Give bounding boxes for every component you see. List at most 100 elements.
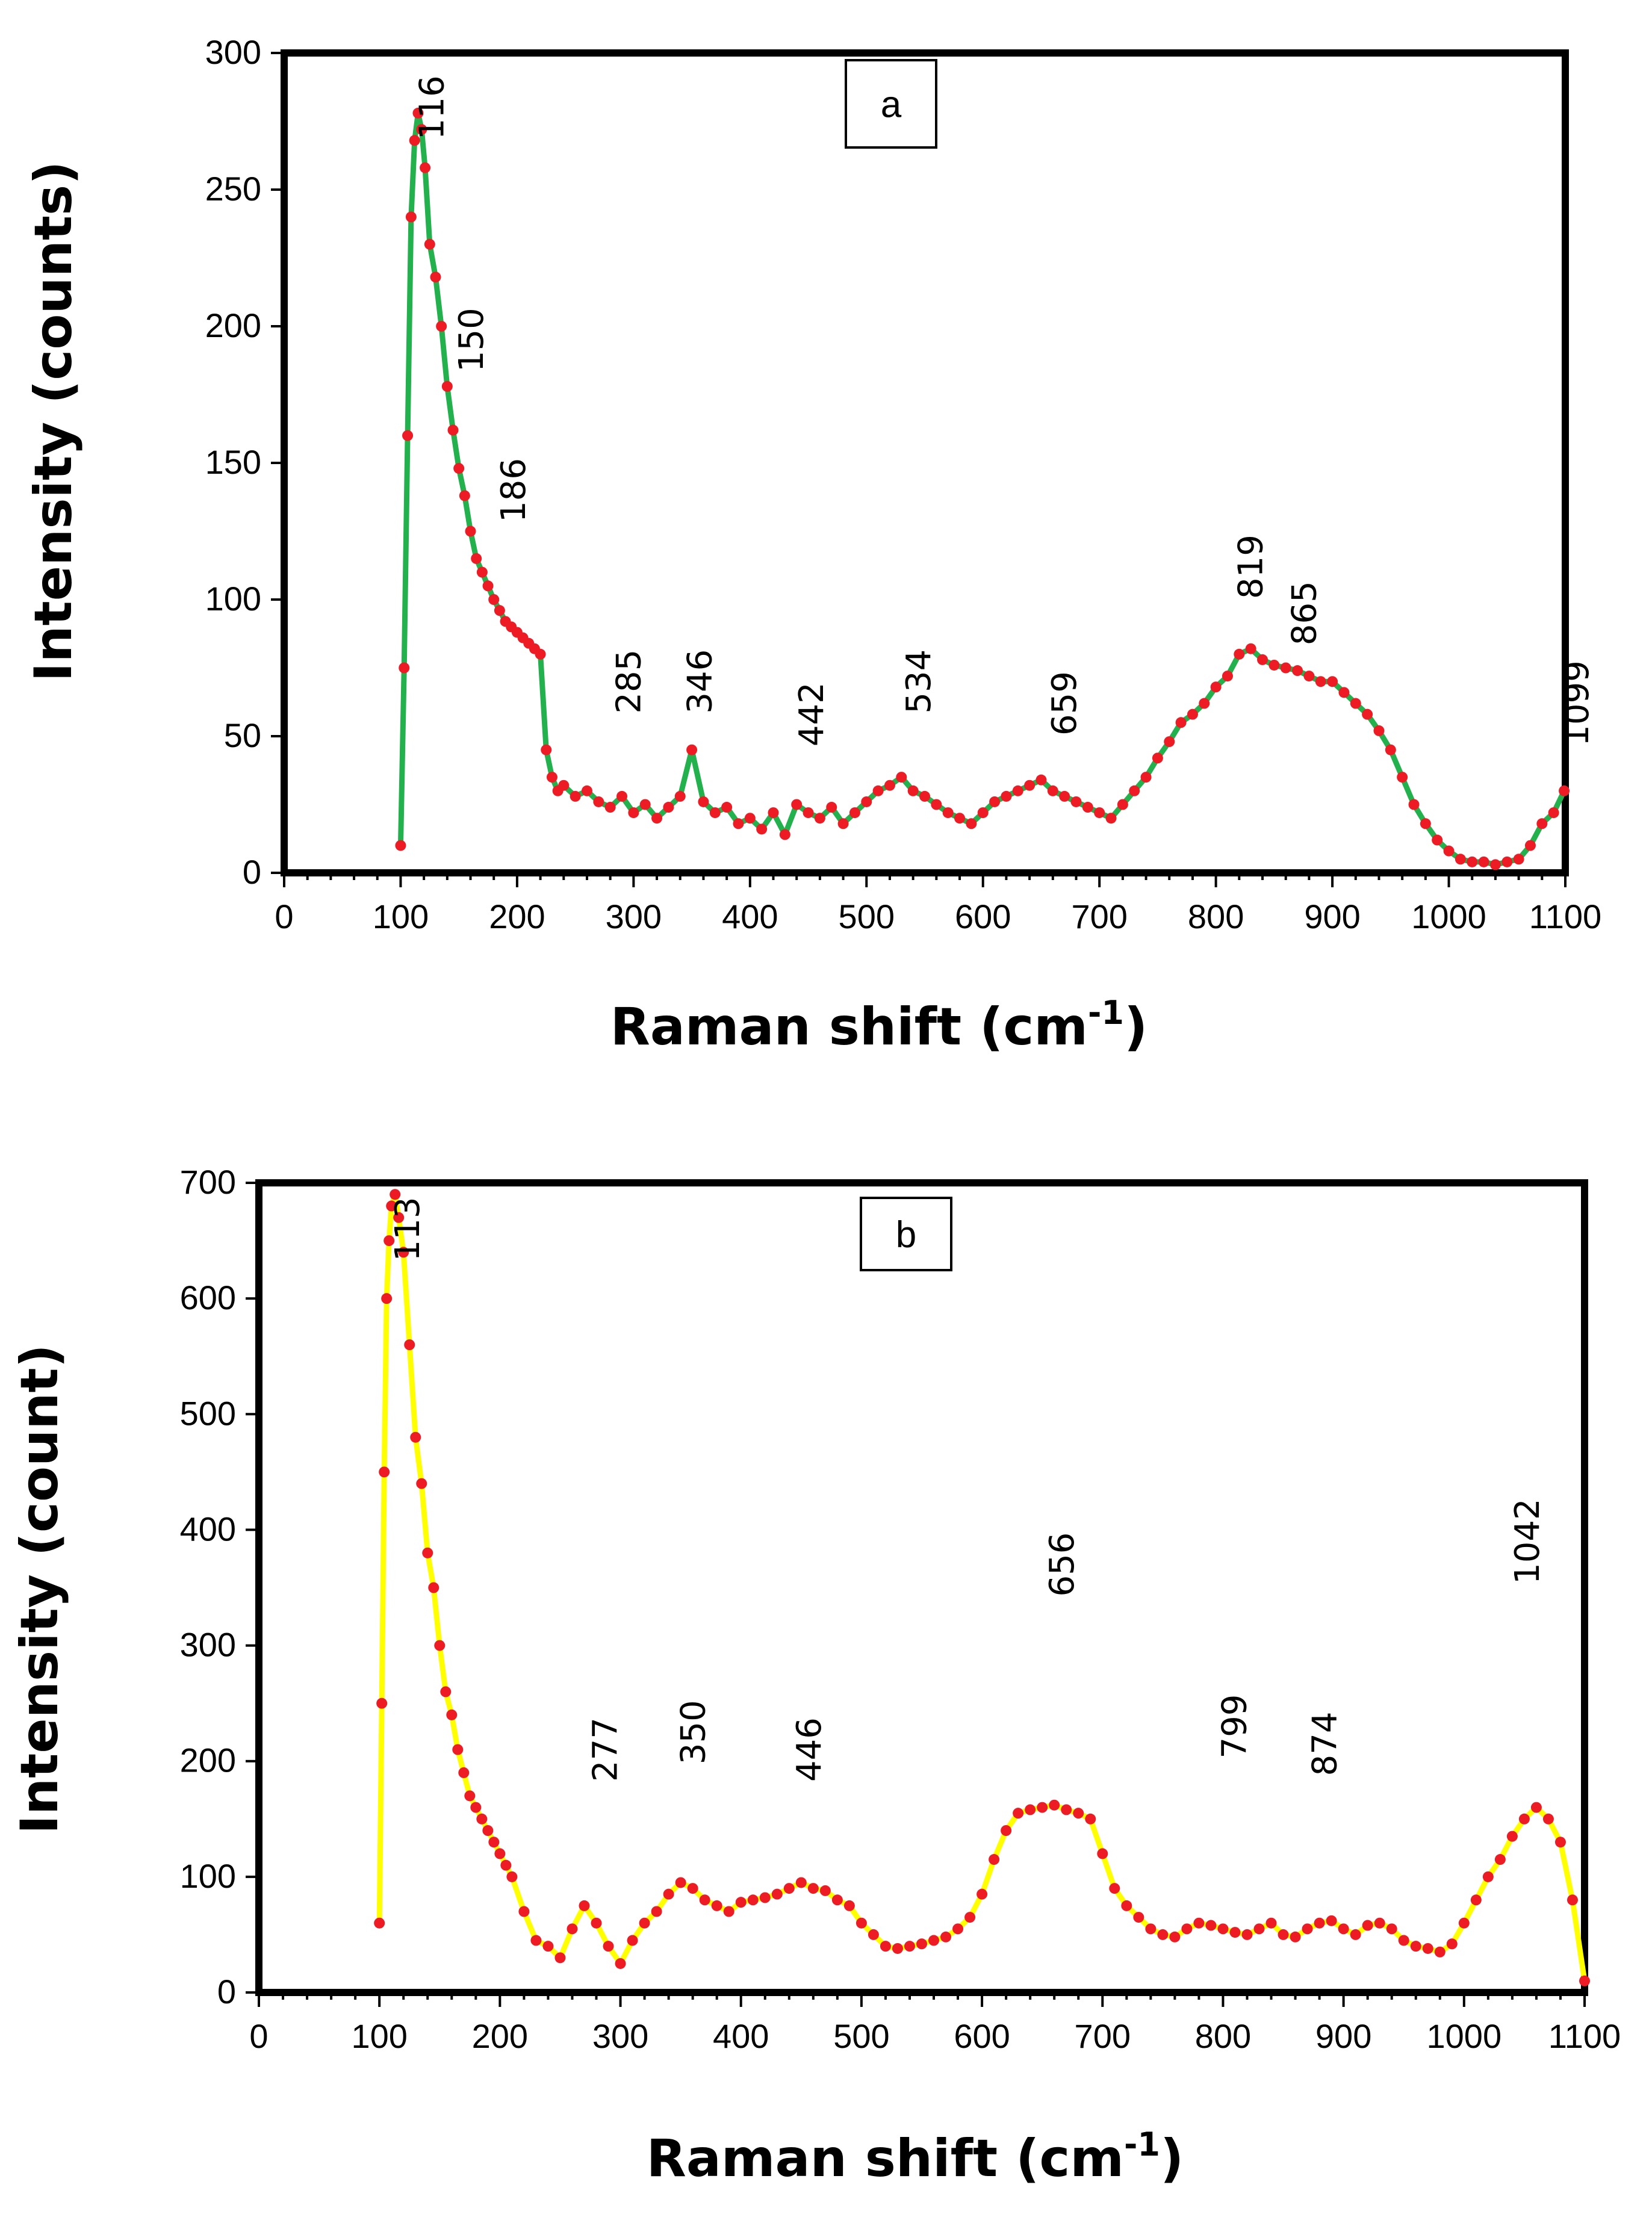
x-tick-label: 0 (249, 2017, 268, 2055)
data-point (892, 1943, 903, 1954)
data-point (861, 796, 872, 807)
data-point (412, 107, 424, 119)
data-point (591, 1917, 602, 1929)
data-point (379, 1466, 390, 1478)
data-point (1187, 709, 1198, 720)
x-tick-label: 600 (955, 898, 1011, 935)
data-point (500, 1859, 512, 1871)
plot-frame (281, 49, 1569, 876)
y-tick-label: 150 (205, 443, 261, 481)
data-point (1280, 662, 1291, 674)
data-point (904, 1941, 915, 1952)
data-point (1175, 717, 1187, 728)
data-point (1524, 840, 1536, 851)
data-point (1049, 1799, 1060, 1811)
data-point (386, 1200, 397, 1212)
data-point (1133, 1912, 1144, 1923)
data-point (488, 594, 500, 605)
data-point (376, 1698, 388, 1709)
chart-panel-b: 0 100 200 300 400 500 600 700 0 100 200 300 400 500 60… (0, 1108, 1652, 2217)
x-tick-label: 800 (1195, 2017, 1251, 2055)
data-point (447, 424, 459, 436)
data-point (1229, 1927, 1241, 1938)
data-point (779, 829, 790, 840)
data-point (1386, 1923, 1397, 1935)
x-tick-label: 100 (373, 898, 429, 935)
data-point (1494, 1854, 1506, 1865)
data-point (744, 813, 756, 824)
data-point (1478, 856, 1489, 867)
data-point (1455, 854, 1466, 865)
data-point (721, 802, 733, 813)
data-point (687, 1883, 698, 1894)
data-point (616, 790, 628, 802)
data-point (1567, 1894, 1578, 1906)
data-point (374, 1917, 385, 1929)
data-point (1397, 772, 1408, 783)
peak-label: 656 (1043, 1533, 1082, 1597)
peak-label: 446 (790, 1717, 829, 1782)
data-point (1036, 774, 1047, 786)
peak-label: 874 (1306, 1711, 1345, 1776)
data-point (471, 553, 482, 564)
data-point (627, 1935, 638, 1946)
data-point (535, 648, 546, 660)
data-point (453, 463, 465, 474)
data-point (1443, 845, 1455, 857)
data-point (1536, 818, 1548, 829)
data-point (884, 780, 895, 791)
data-point (482, 1825, 494, 1836)
data-point (428, 1582, 439, 1593)
data-point (1408, 799, 1420, 810)
data-point (434, 1640, 446, 1651)
data-point (604, 802, 616, 813)
data-point (381, 1293, 393, 1304)
data-point (1210, 681, 1222, 693)
data-point (1234, 648, 1245, 660)
data-point (430, 271, 441, 283)
data-point (1097, 1848, 1108, 1859)
data-point (1129, 785, 1140, 796)
data-point (603, 1941, 614, 1952)
peak-label: 799 (1215, 1695, 1254, 1759)
data-point (416, 124, 427, 135)
data-point (482, 580, 494, 592)
data-point (488, 1837, 500, 1848)
data-point (942, 807, 954, 819)
data-point (546, 772, 557, 783)
panel-label: a (881, 84, 902, 126)
data-point (1257, 654, 1268, 665)
data-point (1326, 1915, 1337, 1926)
data-point (1012, 785, 1023, 796)
data-point (675, 1877, 686, 1888)
series-line (376, 1191, 1588, 1982)
data-point (422, 1547, 433, 1558)
data-point (446, 1709, 458, 1720)
data-point (686, 744, 698, 755)
data-point (723, 1906, 734, 1917)
data-point (470, 1802, 482, 1813)
plot-frame (255, 1179, 1588, 1996)
data-point (954, 813, 966, 824)
x-tick-label: 500 (833, 2017, 889, 2055)
panel-label: b (896, 1214, 916, 1256)
data-point (384, 1235, 395, 1247)
panel-label-box (860, 1197, 952, 1271)
peak-label: 442 (792, 682, 831, 746)
data-point (1338, 687, 1350, 698)
peak-label: 1099 (1557, 660, 1597, 746)
chart-panel-a: 0 50 100 150 200 250 300 0 100 200 300 400 500 600 700… (0, 0, 1652, 1108)
data-point (1047, 785, 1058, 796)
y-tick-label: 0 (217, 1973, 236, 2011)
data-point (639, 1917, 650, 1929)
data-point (1398, 1935, 1409, 1946)
data-point (459, 490, 470, 501)
data-point (807, 1883, 819, 1894)
data-point (581, 785, 592, 796)
data-point (464, 1790, 476, 1802)
data-point (1059, 790, 1070, 802)
data-point (907, 785, 919, 796)
data-point (1145, 1923, 1157, 1935)
data-point (530, 1935, 542, 1946)
data-point (880, 1941, 891, 1952)
